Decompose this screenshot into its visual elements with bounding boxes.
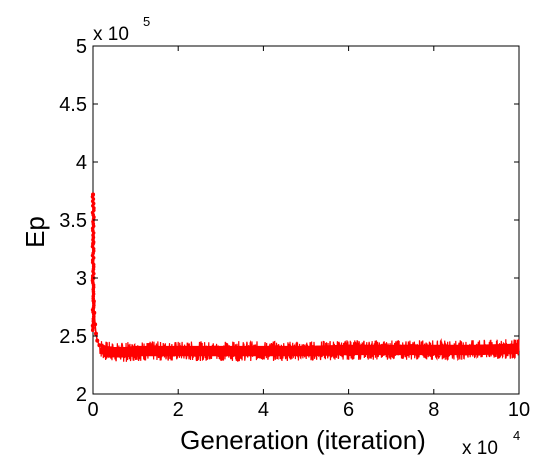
x-multiplier: x 10: [462, 438, 498, 459]
series-point: [91, 241, 96, 246]
y-tick-label: 3.5: [59, 210, 87, 232]
x-multiplier-exp: 4: [513, 428, 520, 443]
y-tick-label: 3: [76, 268, 87, 290]
y-ticks: 2 2.5 3 3.5 4 4.5 5: [59, 36, 519, 406]
series-point: [91, 299, 96, 304]
y-tick-label: 2: [76, 384, 87, 406]
y-tick-label: 4.5: [59, 94, 87, 116]
series-point: [93, 322, 98, 327]
series-point: [97, 343, 102, 348]
y-axis-label: Ep: [20, 216, 50, 248]
x-tick-label: 6: [343, 399, 354, 421]
series-envelope: [101, 343, 520, 358]
x-tick-label: 2: [173, 399, 184, 421]
series-group: [90, 192, 520, 362]
x-axis-label: Generation (iteration): [180, 425, 426, 455]
series-point: [92, 310, 97, 315]
series-point: [91, 192, 95, 197]
x-tick-label: 8: [428, 399, 439, 421]
plot-area: [92, 45, 520, 395]
series-point: [95, 338, 100, 343]
y-tick-label: 5: [76, 36, 87, 58]
y-multiplier: x 10: [93, 24, 129, 45]
y-multiplier-exp: 5: [143, 14, 150, 29]
y-tick-label: 4: [76, 152, 87, 174]
y-tick-label: 2.5: [59, 326, 87, 348]
x-ticks: 0 2 4 6 8 10: [87, 46, 530, 421]
x-tick-label: 0: [87, 399, 98, 421]
series-point: [93, 331, 98, 336]
x-tick-label: 10: [508, 399, 530, 421]
x-tick-label: 4: [258, 399, 269, 421]
